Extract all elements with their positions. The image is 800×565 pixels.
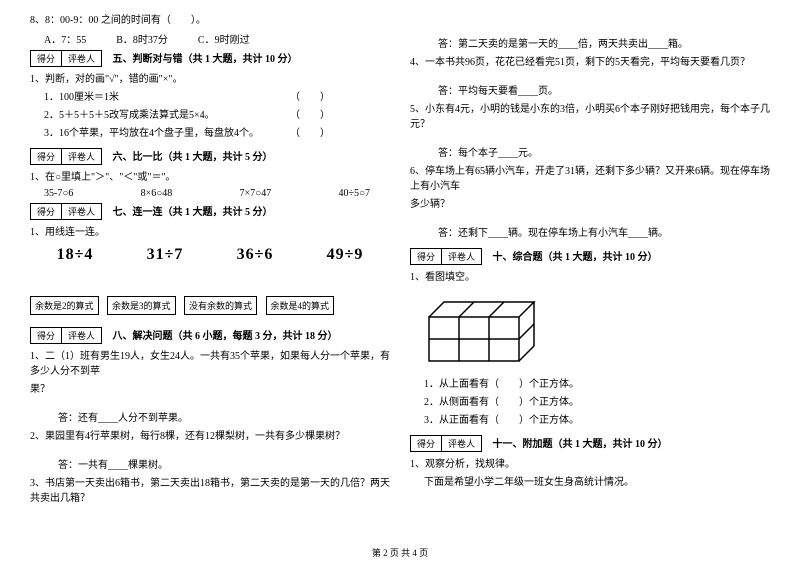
s8-a2: 答：一共有____棵果树。 — [30, 458, 390, 473]
s6-b: 8×6○48 — [141, 188, 173, 199]
right-column: 答：第二天卖的是第一天的____倍，两天共卖出____箱。 4、一本书共96页，… — [410, 10, 770, 509]
s8-q6a: 6、停车场上有65辆小汽车，开走了31辆，还剩下多少辆？又开来6辆。现在停车场上… — [410, 164, 770, 194]
section-10-title: 十、综合题（共 1 大题，共计 10 分） — [493, 252, 658, 263]
s6-intro: 1、在○里填上"＞"、"＜"或"＝"。 — [30, 170, 390, 185]
s10-3: 3．从正面看有（ ）个正方体。 — [410, 413, 770, 428]
s6-c: 7×7○47 — [240, 188, 272, 199]
s10-2: 2．从侧面看有（ ）个正方体。 — [410, 395, 770, 410]
q8-opt-b: B．8时37分 — [116, 31, 168, 46]
box-3: 没有余数的算式 — [184, 296, 257, 315]
q8-opt-c: C．9时刚过 — [198, 31, 250, 46]
s5-intro: 1、判断，对的画"√"，错的画"×"。 — [30, 72, 390, 87]
box-2: 余数是3的算式 — [107, 296, 176, 315]
score-label: 得分 — [31, 51, 62, 66]
q8-opt-a: A．7：55 — [44, 31, 86, 46]
s8-a1: 答：还有____人分不到苹果。 — [30, 411, 390, 426]
s5-item-3: 3．16个苹果，平均放在4个盘子里，每盘放4个。（ ） — [30, 126, 390, 141]
expr-4: 49÷9 — [327, 246, 364, 264]
expr-1: 18÷4 — [57, 246, 94, 264]
s8-q6b: 多少辆？ — [410, 197, 770, 212]
page-footer: 第 2 页 共 4 页 — [0, 546, 800, 559]
s11-2: 下面是希望小学二年级一班女生身高统计情况。 — [410, 475, 770, 490]
s8-q2: 2、果园里有4行苹果树，每行8棵，还有12棵梨树，一共有多少棵果树？ — [30, 429, 390, 444]
s5-item-1: 1．100厘米＝1米（ ） — [30, 90, 390, 105]
s8-a5: 答：每个本子____元。 — [410, 146, 770, 161]
s8-a6: 答：还剩下____辆。现在停车场上有小汽车____辆。 — [410, 226, 770, 241]
s8-q1a: 1、二（1）班有男生19人，女生24人。一共有35个苹果，如果每人分一个苹果，有… — [30, 349, 390, 379]
box-1: 余数是2的算式 — [30, 296, 99, 315]
section-7-title: 七、连一连（共 1 大题，共计 5 分） — [113, 207, 273, 218]
s6-d: 40÷5○7 — [338, 188, 370, 199]
score-box-11: 得分 评卷人 — [410, 435, 482, 452]
s8-q5: 5、小东有4元，小明的钱是小东的3倍，小明买6个本子刚好把钱用完，每个本子几元？ — [410, 102, 770, 132]
answer-box-row: 余数是2的算式 余数是3的算式 没有余数的算式 余数是4的算式 — [30, 296, 390, 315]
cube-diagram — [424, 292, 544, 367]
s8-q1b: 果？ — [30, 382, 390, 397]
s5-item-2: 2．5＋5＋5＋5改写成乘法算式是5×4。（ ） — [30, 108, 390, 123]
s8-q4: 4、一本书共96页，花花已经看完51页，剩下的5天看完，平均每天要看几页？ — [410, 55, 770, 70]
score-box-5: 得分 评卷人 — [30, 50, 102, 67]
s10-intro: 1、看图填空。 — [410, 270, 770, 285]
score-box-10: 得分 评卷人 — [410, 248, 482, 265]
section-5-title: 五、判断对与错（共 1 大题，共计 10 分） — [113, 54, 298, 65]
math-expr-row: 18÷4 31÷7 36÷6 49÷9 — [30, 246, 390, 264]
q8-stem: 8、8：00-9：00 之间的时间有（ ）。 — [30, 13, 390, 28]
section-8-title: 八、解决问题（共 6 小题，每题 3 分，共计 18 分） — [113, 331, 338, 342]
s8-a4: 答：平均每天要看____页。 — [410, 84, 770, 99]
left-column: 8、8：00-9：00 之间的时间有（ ）。 A．7：55 B．8时37分 C．… — [30, 10, 390, 509]
s7-intro: 1、用线连一连。 — [30, 225, 390, 240]
score-box-6: 得分 评卷人 — [30, 148, 102, 165]
grader-label: 评卷人 — [62, 51, 101, 66]
section-6-title: 六、比一比（共 1 大题，共计 5 分） — [113, 152, 273, 163]
expr-2: 31÷7 — [147, 246, 184, 264]
expr-3: 36÷6 — [237, 246, 274, 264]
section-11-title: 十一、附加题（共 1 大题，共计 10 分） — [493, 439, 668, 450]
score-box-8: 得分 评卷人 — [30, 327, 102, 344]
score-box-7: 得分 评卷人 — [30, 203, 102, 220]
s6-a: 35-7○6 — [44, 188, 73, 199]
s8-a3: 答：第二天卖的是第一天的____倍，两天共卖出____箱。 — [410, 37, 770, 52]
s8-q3: 3、书店第一天卖出6箱书，第二天卖出18箱书，第二天卖的是第一天的几倍？两天共卖… — [30, 476, 390, 506]
s11-1: 1、观察分析，找规律。 — [410, 457, 770, 472]
box-4: 余数是4的算式 — [266, 296, 335, 315]
s10-1: 1．从上面看有（ ）个正方体。 — [410, 377, 770, 392]
